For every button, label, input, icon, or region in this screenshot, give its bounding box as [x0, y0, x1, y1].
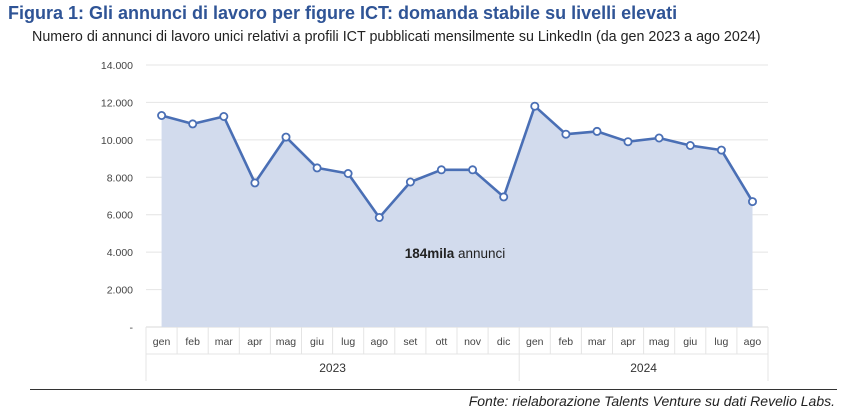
x-tick-label: nov — [464, 336, 482, 348]
data-point — [468, 165, 478, 175]
data-point — [748, 197, 758, 207]
y-tick-label: - — [130, 322, 134, 334]
x-tick-label: ago — [744, 336, 762, 348]
data-point — [312, 163, 322, 173]
data-point — [157, 111, 167, 121]
y-axis: - 2.000 4.000 6.000 8.000 10.000 12.000 14.000 — [101, 60, 134, 334]
x-tick-label: mag — [649, 336, 670, 348]
y-tick-label: 8.000 — [107, 172, 133, 184]
x-tick-label: ott — [436, 336, 448, 348]
total-annotation: 184mila annunci — [405, 246, 506, 261]
data-point — [436, 165, 446, 175]
data-point — [343, 168, 353, 178]
x-tick-label: feb — [559, 336, 574, 348]
y-tick-label: 12.000 — [101, 97, 133, 109]
source-divider — [30, 389, 837, 390]
x-tick-label: mar — [215, 336, 234, 348]
x-tick-label: mag — [276, 336, 297, 348]
data-point — [219, 112, 229, 122]
y-tick-label: 2.000 — [107, 285, 133, 297]
series-markers — [157, 101, 758, 222]
data-point — [374, 212, 384, 222]
y-tick-label: 10.000 — [101, 135, 133, 147]
figure-title: Figura 1: Gli annunci di lavoro per figu… — [8, 3, 678, 23]
data-point — [188, 119, 198, 129]
year-label: 2024 — [630, 361, 657, 375]
x-tick-label: feb — [185, 336, 200, 348]
x-tick-label: gen — [526, 336, 544, 348]
x-tick-label: dic — [497, 336, 510, 348]
year-label: 2023 — [319, 361, 346, 375]
data-point — [561, 129, 571, 139]
data-point — [405, 177, 415, 187]
annotation-text: annunci — [454, 246, 505, 261]
x-tick-label: lug — [341, 336, 355, 348]
series-line — [161, 104, 754, 219]
data-point — [530, 101, 540, 111]
x-tick-label: lug — [714, 336, 728, 348]
data-point — [685, 140, 695, 150]
x-tick-label: set — [403, 336, 417, 348]
y-tick-label: 14.000 — [101, 60, 133, 72]
x-tick-label: gen — [153, 336, 171, 348]
figure-subtitle: Numero di annunci di lavoro unici relati… — [32, 29, 761, 45]
x-tick-label: giu — [310, 336, 324, 348]
y-tick-label: 4.000 — [107, 247, 133, 259]
y-tick-label: 6.000 — [107, 210, 133, 222]
data-point — [499, 192, 509, 202]
data-point — [250, 178, 260, 188]
x-tick-label: apr — [620, 336, 636, 348]
x-tick-label: giu — [683, 336, 697, 348]
series-area — [161, 104, 754, 327]
source-note: Fonte: rielaborazione Talents Venture su… — [468, 393, 835, 409]
annotation-bold: 184mila — [405, 246, 455, 261]
x-tick-label: ago — [370, 336, 388, 348]
data-point — [654, 133, 664, 143]
data-point — [281, 132, 291, 142]
x-axis: gen feb mar apr mag giu lug ago set ott nov dic gen f… — [145, 326, 769, 381]
x-tick-label: apr — [247, 336, 263, 348]
x-tick-label: mar — [588, 336, 607, 348]
data-point — [716, 145, 726, 155]
data-point — [623, 137, 633, 147]
data-point — [592, 126, 602, 136]
